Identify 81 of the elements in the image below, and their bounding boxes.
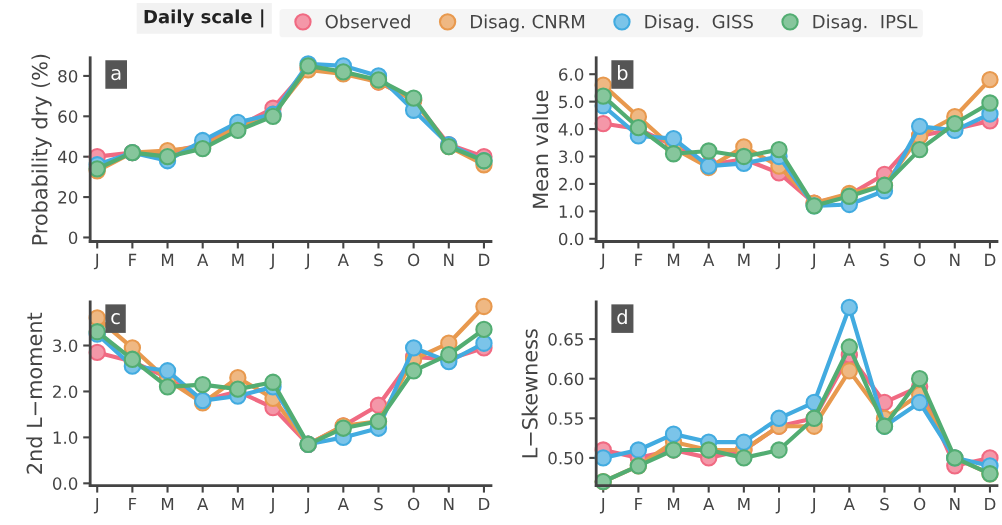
x-tick-label: M <box>667 497 680 511</box>
x-tick-label: O <box>408 253 420 267</box>
x-tick-label: M <box>232 497 244 511</box>
y-tick-label: 2.0 <box>53 385 78 399</box>
x-tick-label: J <box>775 497 780 514</box>
x-tick-label: O <box>914 497 926 511</box>
x-tick-label: A <box>197 497 209 511</box>
x-tick-label: M <box>667 253 680 266</box>
x-tick-label: A <box>843 253 855 266</box>
x-tick-label: A <box>843 497 855 511</box>
y-tick-label: 80 <box>58 69 78 83</box>
y-tick-label: 2.0 <box>559 177 584 191</box>
x-tick-label: S <box>880 253 889 267</box>
y-tick-label: 0.60 <box>548 372 584 386</box>
x-tick-label: J <box>599 253 605 270</box>
x-tick-label: A <box>197 253 209 266</box>
legend-label: Disag. CNRM <box>471 14 585 32</box>
annotation: b <box>618 65 628 81</box>
y-tick-label: 20 <box>58 191 78 204</box>
x-tick-label: M <box>738 497 750 511</box>
x-tick-label: J <box>775 253 780 270</box>
x-tick-label: F <box>635 497 643 511</box>
x-tick-label: J <box>810 253 815 270</box>
legend-title: Daily scale | <box>144 9 264 28</box>
x-tick-label: F <box>635 253 643 266</box>
y-tick-label: 4.0 <box>558 123 584 136</box>
x-tick-label: A <box>703 497 715 511</box>
x-tick-label: J <box>93 253 99 270</box>
x-tick-label: D <box>985 253 996 266</box>
x-tick-label: M <box>232 253 244 266</box>
x-tick-label: D <box>985 497 996 511</box>
y-tick-label: 3.0 <box>53 339 78 353</box>
x-tick-label: J <box>810 497 815 514</box>
y-tick-label: 6.0 <box>559 68 584 81</box>
x-tick-label: D <box>479 253 490 266</box>
x-tick-label: N <box>950 497 960 511</box>
x-tick-label: F <box>129 253 137 266</box>
x-tick-label: S <box>880 497 889 511</box>
x-tick-label: D <box>479 497 490 511</box>
y-tick-label: 1.0 <box>559 205 584 218</box>
x-tick-label: M <box>161 253 174 266</box>
annotation: c <box>111 313 120 325</box>
annotation: d <box>617 309 627 325</box>
y-tick-label: 1.0 <box>53 431 78 444</box>
y-tick-label: 0.50 <box>548 451 584 465</box>
x-tick-label: J <box>269 253 274 270</box>
y-tick-label: 40 <box>57 150 78 164</box>
y-tick-label: 0.55 <box>548 412 583 425</box>
x-tick-label: N <box>444 253 454 266</box>
x-tick-label: F <box>129 497 137 511</box>
x-tick-label: A <box>703 253 715 266</box>
y-axis-title: L−Skewness <box>521 329 538 458</box>
x-tick-label: J <box>304 497 309 514</box>
y-tick-label: 0.0 <box>558 232 584 246</box>
x-tick-label: S <box>374 497 383 511</box>
x-tick-label: M <box>161 497 174 511</box>
x-tick-label: M <box>738 253 750 266</box>
x-tick-label: J <box>599 497 605 514</box>
x-tick-label: O <box>408 497 420 511</box>
x-tick-label: S <box>374 253 383 267</box>
legend-label: Disag. GISS <box>645 14 753 32</box>
x-tick-label: O <box>914 253 926 267</box>
x-tick-label: J <box>304 253 309 270</box>
y-tick-label: 0.65 <box>548 333 583 346</box>
x-tick-label: A <box>337 253 349 266</box>
y-axis-title: Probability dry (%) <box>31 54 52 245</box>
y-tick-label: 5.0 <box>559 95 584 109</box>
x-tick-label: A <box>337 497 349 511</box>
y-tick-label: 3.0 <box>559 150 584 164</box>
legend-label: Disag. IPSL <box>813 14 918 32</box>
y-tick-label: 0 <box>68 231 78 245</box>
x-tick-label: J <box>93 497 99 514</box>
y-axis-title: 2nd L−moment <box>26 312 43 474</box>
x-tick-label: N <box>950 253 960 266</box>
x-tick-label: J <box>269 497 274 514</box>
y-axis-title: Mean value <box>532 90 549 208</box>
x-tick-label: N <box>444 497 454 511</box>
legend-label: Observed <box>325 14 410 29</box>
annotation: a <box>111 68 121 81</box>
y-tick-label: 0.0 <box>52 477 78 490</box>
y-tick-label: 60 <box>58 110 78 123</box>
